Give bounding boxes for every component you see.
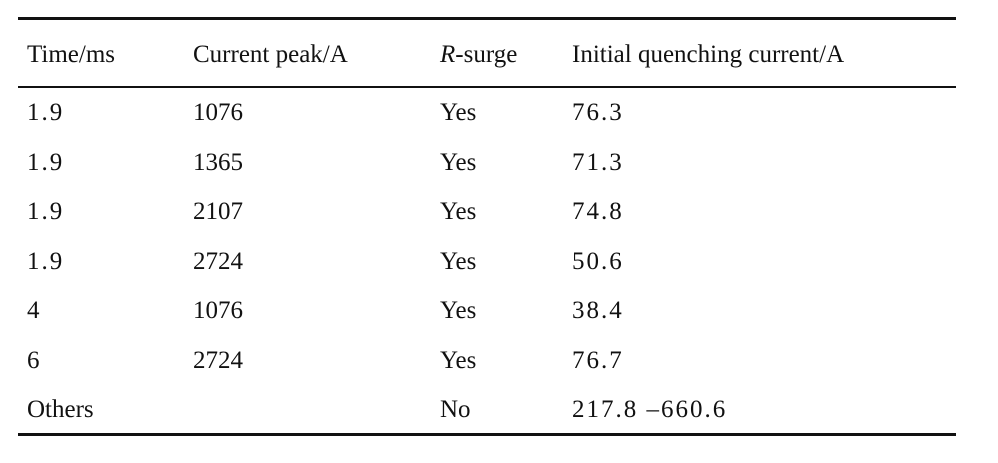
table-cell: 1.9	[27, 247, 65, 275]
table-cell: Others	[27, 396, 94, 423]
table-cell: 1076	[193, 99, 243, 126]
header-text: R	[440, 41, 456, 68]
table-cell: Yes	[440, 247, 477, 275]
table-cell: 76.7	[572, 346, 624, 374]
header-rule	[18, 86, 956, 88]
header-text: -surge	[455, 41, 518, 68]
table-cell: Yes	[440, 198, 477, 225]
table-cell: 217.8 –660.6	[572, 396, 728, 423]
header-cell: Current peak/A	[193, 41, 348, 68]
table-cell: Yes	[440, 346, 477, 374]
header-cell: Initial quenching current/A	[572, 41, 845, 68]
table-cell: 2107	[193, 198, 243, 225]
table-cell: Yes	[440, 297, 477, 324]
table-cell: 1076	[193, 297, 243, 324]
table-cell: 71.3	[572, 148, 624, 176]
header-cell: Time/ms	[27, 41, 116, 68]
table-cell: 1.9	[27, 148, 65, 176]
table-cell: 2724	[193, 346, 243, 374]
table-cell: 4	[27, 297, 40, 324]
table-cell: 38.4	[572, 297, 624, 324]
table-cell: Yes	[440, 148, 477, 176]
top-rule	[18, 17, 956, 20]
table-cell: 2724	[193, 247, 243, 275]
table-cell: 1365	[193, 148, 243, 176]
table-cell: 6	[27, 346, 40, 374]
header-cell: R-surge	[440, 40, 517, 70]
table-cell: 1.9	[27, 198, 65, 225]
table-cell: No	[440, 396, 471, 423]
table-cell: 1.9	[27, 99, 65, 126]
bottom-rule	[18, 433, 956, 436]
table-cell: 76.3	[572, 99, 624, 126]
table-cell: 50.6	[572, 247, 624, 275]
table-cell: Yes	[440, 99, 477, 126]
table-cell: 74.8	[572, 198, 624, 225]
